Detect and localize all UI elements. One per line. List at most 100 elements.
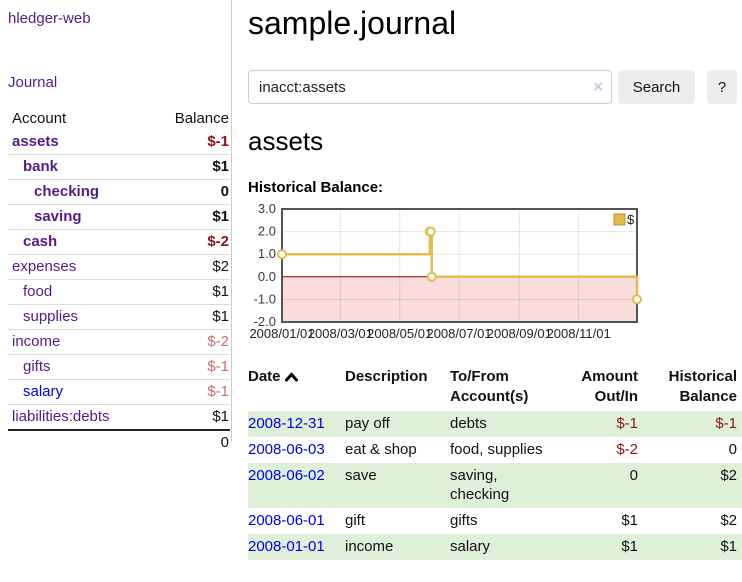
- accounts-total-value: 0: [220, 434, 229, 451]
- search-input[interactable]: [248, 70, 612, 104]
- account-balance: $2: [212, 258, 229, 275]
- register-balance-cell: $1: [720, 538, 737, 555]
- search-form: × Search ?: [248, 70, 742, 104]
- account-name-cell: cash: [8, 230, 148, 255]
- account-link[interactable]: liabilities:debts: [12, 408, 110, 425]
- x-tick-label: 2008/05/01: [367, 326, 432, 341]
- account-link[interactable]: saving: [34, 208, 82, 225]
- account-balance: 0: [220, 183, 229, 200]
- account-link[interactable]: assets: [12, 133, 59, 150]
- register-header-accounts: To/From Account(s): [450, 365, 560, 411]
- account-name-cell: assets: [8, 130, 148, 155]
- account-name-cell: supplies: [8, 305, 148, 330]
- chart-title: Historical Balance:: [248, 179, 384, 196]
- register-header-row: Date Description To/From Account(s) Amou…: [248, 365, 742, 411]
- register-header-date[interactable]: Date: [248, 365, 345, 411]
- account-link[interactable]: expenses: [12, 258, 77, 275]
- account-name-cell: income: [8, 330, 148, 355]
- clear-search-icon[interactable]: ×: [593, 77, 603, 96]
- register-date-cell: 2008-12-31: [248, 411, 345, 437]
- account-link[interactable]: income: [12, 333, 61, 350]
- account-link[interactable]: gifts: [23, 358, 51, 375]
- x-tick-label: 2008/09/01: [487, 326, 552, 341]
- account-name-cell: gifts: [8, 355, 148, 380]
- plot-border: [281, 208, 638, 323]
- register-description-cell: pay off: [345, 415, 390, 432]
- register-table: Date Description To/From Account(s) Amou…: [248, 365, 742, 560]
- accounts-header-row: Account Balance: [8, 108, 230, 130]
- y-tick-label: 2.0: [258, 224, 276, 239]
- register-amount-cell: $1: [621, 512, 638, 529]
- account-name-cell: liabilities:debts: [8, 405, 148, 431]
- account-balance: $-2: [207, 233, 229, 250]
- data-point-marker: [632, 294, 642, 305]
- sidebar-item-journal[interactable]: Journal: [8, 74, 58, 91]
- register-row: 2008-12-31 pay off debts $-1 $-1: [248, 411, 742, 437]
- register-header-date-label: Date: [248, 368, 281, 385]
- account-balance: $-1: [207, 358, 229, 375]
- register-row: 2008-06-02 save saving, checking 0 $2: [248, 463, 742, 508]
- register-amount-cell: 0: [629, 467, 638, 484]
- search-input-wrap: ×: [248, 70, 612, 104]
- account-balance: $1: [212, 408, 229, 425]
- transaction-date-link[interactable]: 2008-01-01: [248, 538, 325, 555]
- register-amount-cell: $-1: [616, 415, 638, 432]
- main-content: sample.journal × Search ? assets Histori…: [232, 0, 742, 560]
- register-header-amount-line1: Amount: [581, 368, 638, 385]
- transaction-date-link[interactable]: 2008-06-01: [248, 512, 325, 529]
- transaction-date-link[interactable]: 2008-06-02: [248, 467, 325, 484]
- account-link[interactable]: food: [23, 283, 53, 300]
- account-link[interactable]: salary: [23, 383, 64, 400]
- account-link[interactable]: supplies: [23, 308, 79, 325]
- chevron-up-icon: [284, 368, 298, 385]
- search-button[interactable]: Search: [618, 70, 695, 104]
- register-date-cell: 2008-06-02: [248, 463, 345, 508]
- register-balance-cell: $-1: [715, 415, 737, 432]
- register-balance-cell: 0: [728, 441, 737, 458]
- account-balance: $1: [212, 283, 229, 300]
- account-link[interactable]: bank: [23, 158, 59, 175]
- sidebar-account-row: gifts $-1: [8, 354, 230, 380]
- account-link[interactable]: cash: [23, 233, 58, 250]
- register-header-description-label: Description: [345, 368, 428, 385]
- transaction-date-link[interactable]: 2008-12-31: [248, 415, 325, 432]
- account-balance: $-1: [207, 383, 229, 400]
- transaction-date-link[interactable]: 2008-06-03: [248, 441, 325, 458]
- sidebar-accounts-body: assets $-1 bank $1 checking 0 saving $1 cash $-2 e…: [8, 130, 230, 430]
- register-header-accounts-line2: Account(s): [450, 388, 529, 405]
- register-accounts-cell: food, supplies: [450, 441, 543, 458]
- account-balance: $-2: [207, 333, 229, 350]
- account-balance: $1: [212, 158, 229, 175]
- register-header-balance-line2: Balance: [679, 388, 737, 405]
- x-tick-label: 2008/03/01: [308, 326, 373, 341]
- app-window: hledger-web Journal Account Balance asse…: [0, 0, 742, 560]
- register-header-balance: Historical Balance: [646, 365, 742, 411]
- account-name-cell: salary: [8, 380, 148, 405]
- register-row: 2008-06-01 gift gifts $1 $2: [248, 508, 742, 534]
- sidebar-account-row: salary $-1: [8, 379, 230, 405]
- account-link[interactable]: checking: [34, 183, 100, 200]
- register-description-cell: gift: [345, 512, 366, 529]
- sidebar-account-row: checking 0: [8, 179, 230, 205]
- register-description-cell: save: [345, 467, 377, 484]
- register-date-cell: 2008-06-03: [248, 437, 345, 463]
- legend-swatch: [613, 213, 626, 226]
- sidebar-account-row: expenses $2: [8, 254, 230, 280]
- accounts-total-spacer: [8, 430, 148, 455]
- register-description-cell: eat & shop: [345, 441, 417, 458]
- account-name-cell: expenses: [8, 255, 148, 280]
- sidebar-account-row: food $1: [8, 279, 230, 305]
- register-date-cell: 2008-06-01: [248, 508, 345, 534]
- register-accounts-cell: gifts: [450, 512, 478, 529]
- sidebar-account-row: cash $-2: [8, 229, 230, 255]
- brand-link[interactable]: hledger-web: [8, 10, 91, 27]
- sidebar-account-row: bank $1: [8, 154, 230, 180]
- sidebar: hledger-web Journal Account Balance asse…: [0, 0, 232, 560]
- chart-container: $3.0 2.0 1.0 0.0 -1.0 -2.0 2008/01/01 2008/03/0…: [248, 201, 742, 349]
- help-button[interactable]: ?: [707, 70, 737, 104]
- register-header-balance-line1: Historical: [668, 368, 737, 385]
- register-date-cell: 2008-01-01: [248, 534, 345, 560]
- x-tick-label: 2008/11/01: [547, 326, 611, 341]
- register-balance-cell: $2: [720, 467, 737, 484]
- register-row: 2008-06-03 eat & shop food, supplies $-2 0: [248, 437, 742, 463]
